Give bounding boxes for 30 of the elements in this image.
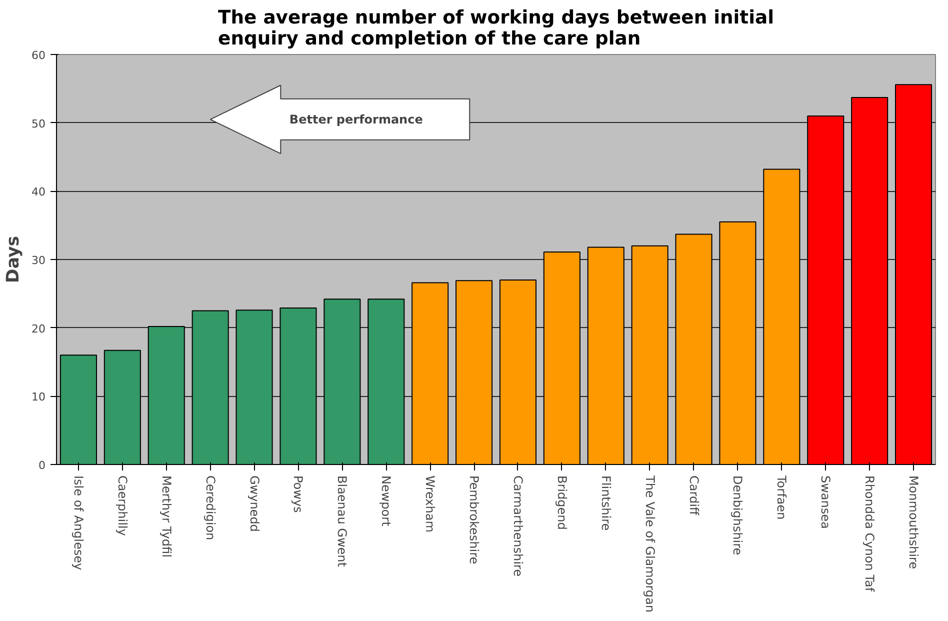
x-tick-label: Cardiff (686, 476, 701, 516)
x-tick-label: Caerphilly (115, 476, 130, 536)
y-tick-label: 20 (32, 322, 46, 336)
x-tick-label: Blaenau Gwent (335, 476, 350, 568)
chart-title: The average number of working days between initial enquiry and completion of the care plan (218, 8, 774, 50)
x-tick-label: Powys (291, 476, 306, 513)
x-tick-label: Flintshire (598, 476, 613, 531)
x-tick-label: Denbighshire (730, 476, 745, 556)
y-axis-title: Days (4, 236, 24, 284)
x-tick-label: Wrexham (423, 476, 438, 532)
x-tick-label: The Vale of Glamorgan (642, 474, 657, 612)
x-tick-label: Newport (379, 476, 394, 527)
y-tick-label: 0 (38, 459, 46, 472)
x-tick-label: Torfaen (774, 474, 789, 520)
x-tick-label: Monmouthshire (906, 476, 921, 569)
x-tick-label: Merthyr Tydfil (159, 476, 174, 558)
x-tick-label: Rhondda Cynon Taf (862, 476, 877, 592)
x-tick-label: Bridgend (554, 476, 569, 530)
x-tick-label: Ceredigion (203, 476, 218, 540)
y-tick-label: 30 (32, 254, 46, 267)
x-tick-label: Swansea (818, 476, 833, 529)
y-tick-label: 40 (32, 186, 46, 199)
y-tick-label: 10 (32, 390, 46, 404)
annotation: Better performance (289, 112, 423, 126)
x-tick-label: Gwynedd (247, 476, 262, 532)
x-tick-label: Isle of Anglesey (71, 476, 86, 570)
y-tick-label: 50 (32, 117, 46, 130)
x-tick-label: Carmarthenshire (510, 476, 525, 576)
y-tick-label: 60 (32, 49, 46, 62)
x-tick-label: Pembrokeshire (467, 476, 482, 564)
